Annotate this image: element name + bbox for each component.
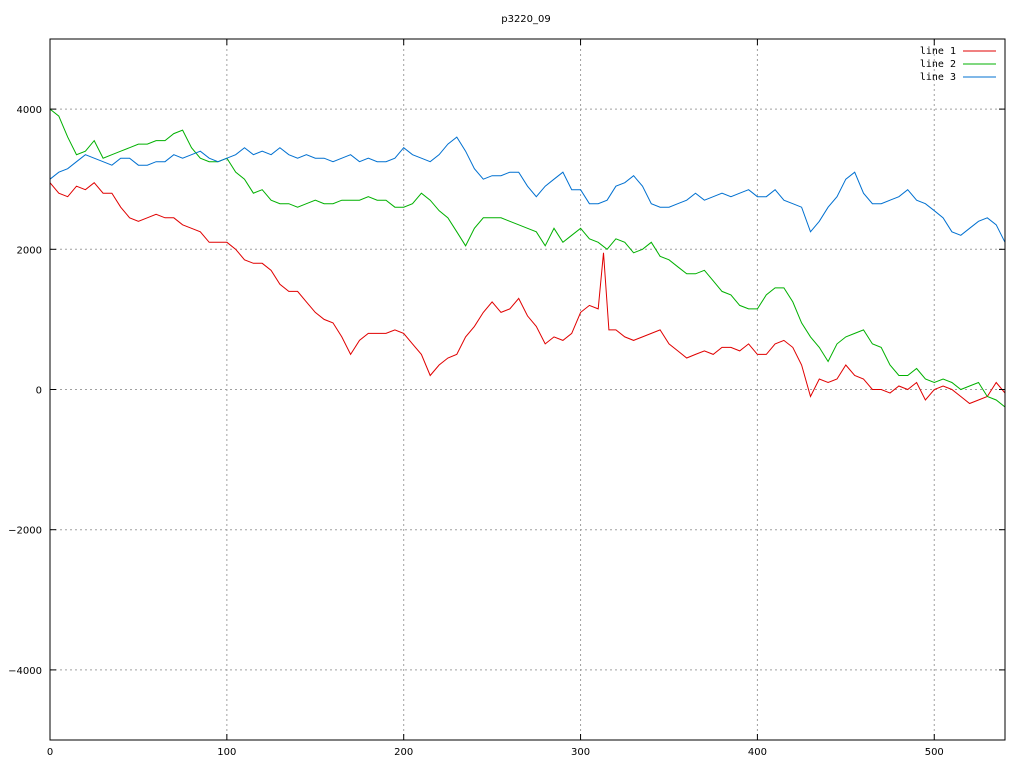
series-line-3	[49, 136, 1006, 243]
series-line-1	[49, 182, 1006, 405]
series-line-2	[49, 108, 1006, 408]
y-tick-label: 4000	[17, 105, 42, 116]
grid	[50, 39, 1005, 740]
x-tick-label: 200	[394, 747, 413, 758]
legend-label-1: line 1	[920, 46, 956, 57]
series-group	[49, 108, 1006, 408]
legend-label-3: line 3	[920, 72, 956, 83]
x-tick-label: 100	[217, 747, 236, 758]
x-tick-label: 300	[571, 747, 590, 758]
legend: line 1 line 2 line 3	[920, 46, 996, 83]
y-tick-label: 0	[36, 386, 42, 397]
legend-label-2: line 2	[920, 59, 956, 70]
chart-title: p3220_09	[501, 14, 551, 25]
y-tick-label: −4000	[8, 666, 42, 677]
x-tick-label: 400	[748, 747, 767, 758]
x-tick-label: 0	[47, 747, 53, 758]
y-tick-label: −2000	[8, 526, 42, 537]
y-tick-label: 2000	[17, 245, 42, 256]
axis-ticks: 0 100 200 300 400 500 −4000 −2000 0 2000 4000	[8, 39, 1005, 758]
x-tick-label: 500	[925, 747, 944, 758]
